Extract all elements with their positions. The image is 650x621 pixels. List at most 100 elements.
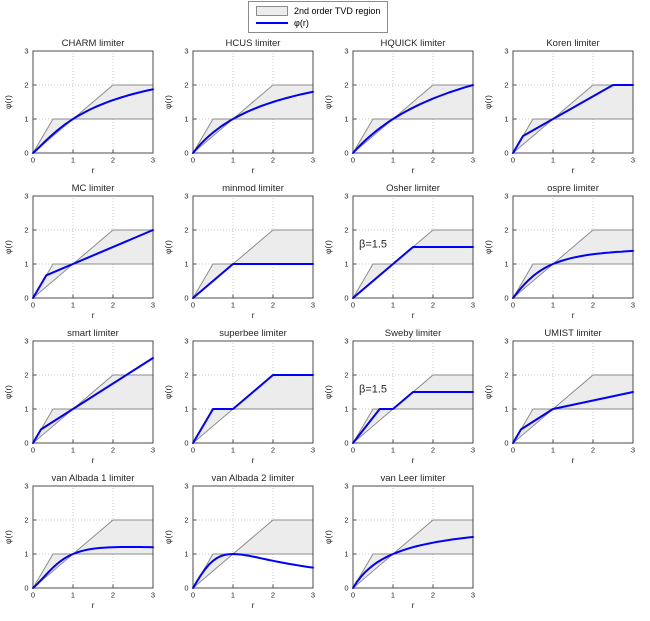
subplot-van-albada-2-limiter: van Albada 2 limiter 0 1 2 3 0 1 2 3 r φ(r): [160, 466, 320, 611]
limiter-curve: [192, 90, 314, 154]
y-tick-label: 2: [344, 516, 348, 525]
y-tick-label: 3: [344, 337, 348, 346]
y-tick-label: 2: [184, 516, 188, 525]
x-tick-label: 0: [191, 446, 195, 455]
y-tick-label: 0: [24, 584, 28, 593]
subplot-canvas: HQUICK limiter 0 1 2 3 0 1 2 3 r φ(r): [323, 38, 475, 175]
x-axis-label: r: [252, 310, 255, 320]
y-axis-label: φ(r): [163, 95, 173, 109]
limiter-curve: [512, 249, 634, 299]
y-tick-label: 2: [504, 371, 508, 380]
x-tick-label: 3: [471, 156, 475, 165]
x-tick-label: 2: [111, 591, 115, 600]
tvd-region: [192, 519, 314, 589]
plot-title: UMIST limiter: [544, 328, 601, 339]
plot-title: van Albada 1 limiter: [52, 473, 135, 484]
x-tick-label: 2: [591, 156, 595, 165]
y-axis-label: φ(r): [163, 385, 173, 399]
limiter-curve: [352, 391, 474, 444]
tvd-region-swatch-icon: [256, 6, 288, 16]
y-tick-label: 0: [504, 294, 508, 303]
y-tick-label: 3: [184, 47, 188, 56]
x-tick-label: 2: [431, 156, 435, 165]
y-tick-label: 2: [504, 81, 508, 90]
subplot-koren-limiter: Koren limiter 0 1 2 3 0 1 2 3 r φ(r): [480, 31, 640, 176]
y-axis-label: φ(r): [3, 385, 13, 399]
x-tick-label: 1: [391, 591, 395, 600]
axes-frame: [32, 195, 154, 299]
y-tick-label: 3: [184, 337, 188, 346]
subplot-canvas: UMIST limiter 0 1 2 3 0 1 2 3 r φ(r): [483, 328, 635, 465]
y-tick-label: 2: [184, 81, 188, 90]
subplot-canvas: superbee limiter 0 1 2 3 0 1 2 3 r φ(r): [163, 328, 315, 465]
y-tick-label: 1: [344, 550, 348, 559]
y-tick-label: 0: [184, 149, 188, 158]
subplot-canvas: van Albada 1 limiter 0 1 2 3 0 1 2 3 r φ(r): [3, 473, 155, 610]
x-axis-label: r: [92, 165, 95, 175]
tvd-region: [512, 374, 634, 444]
x-axis-label: r: [412, 310, 415, 320]
x-tick-label: 3: [311, 301, 315, 310]
beta-annotation: β=1.5: [359, 239, 387, 251]
limiter-curve: [32, 357, 154, 444]
x-tick-label: 1: [231, 156, 235, 165]
x-tick-label: 2: [591, 301, 595, 310]
y-tick-label: 0: [24, 294, 28, 303]
subplot-van-albada-1-limiter: van Albada 1 limiter 0 1 2 3 0 1 2 3 r φ(r): [0, 466, 160, 611]
y-axis-label: φ(r): [323, 240, 333, 254]
limiter-curve: [192, 263, 314, 299]
x-tick-label: 1: [71, 301, 75, 310]
y-tick-label: 2: [344, 226, 348, 235]
subplot-smart-limiter: smart limiter 0 1 2 3 0 1 2 3 r φ(r): [0, 321, 160, 466]
x-tick-label: 2: [111, 301, 115, 310]
limiter-curve: [192, 553, 314, 589]
x-tick-label: 3: [151, 156, 155, 165]
x-tick-label: 2: [271, 446, 275, 455]
y-tick-label: 1: [504, 260, 508, 269]
beta-annotation: β=1.5: [359, 384, 387, 396]
x-tick-label: 0: [511, 156, 515, 165]
x-tick-label: 2: [111, 446, 115, 455]
plot-title: van Albada 2 limiter: [212, 473, 295, 484]
y-tick-label: 1: [344, 115, 348, 124]
y-tick-label: 0: [504, 439, 508, 448]
subplot-canvas: CHARM limiter 0 1 2 3 0 1 2 3 r φ(r): [3, 38, 155, 175]
x-axis-label: r: [252, 600, 255, 610]
x-tick-label: 1: [551, 301, 555, 310]
y-tick-label: 1: [184, 115, 188, 124]
x-axis-label: r: [92, 600, 95, 610]
y-tick-label: 2: [344, 371, 348, 380]
plot-title: minmod limiter: [222, 183, 284, 194]
limiter-curve: [352, 536, 474, 589]
x-axis-label: r: [252, 165, 255, 175]
y-tick-label: 2: [184, 371, 188, 380]
y-tick-label: 1: [344, 260, 348, 269]
plot-title: CHARM limiter: [62, 38, 125, 49]
x-axis-label: r: [572, 310, 575, 320]
y-tick-label: 1: [504, 115, 508, 124]
plot-title: HQUICK limiter: [381, 38, 446, 49]
x-tick-label: 1: [231, 301, 235, 310]
subplot-canvas: Koren limiter 0 1 2 3 0 1 2 3 r φ(r): [483, 38, 635, 175]
x-tick-label: 2: [591, 446, 595, 455]
y-tick-label: 0: [344, 294, 348, 303]
tvd-region: [352, 519, 474, 589]
y-tick-label: 3: [184, 192, 188, 201]
y-tick-label: 0: [344, 149, 348, 158]
legend: 2nd order TVD region φ(r): [248, 1, 389, 33]
y-tick-label: 3: [184, 482, 188, 491]
tvd-region: [32, 84, 154, 154]
y-tick-label: 3: [24, 482, 28, 491]
y-axis-label: φ(r): [483, 240, 493, 254]
subplot-osher-limiter: Osher limiter 0 1 2 3 0 1 2 3 β=1.5 r φ(r): [320, 176, 480, 321]
y-axis-label: φ(r): [3, 95, 13, 109]
x-axis-label: r: [572, 455, 575, 465]
x-axis-label: r: [92, 310, 95, 320]
tvd-region: [352, 84, 474, 154]
plot-title: superbee limiter: [219, 328, 287, 339]
x-tick-label: 3: [471, 301, 475, 310]
x-tick-label: 3: [311, 446, 315, 455]
x-tick-label: 2: [111, 156, 115, 165]
y-axis-label: φ(r): [323, 385, 333, 399]
